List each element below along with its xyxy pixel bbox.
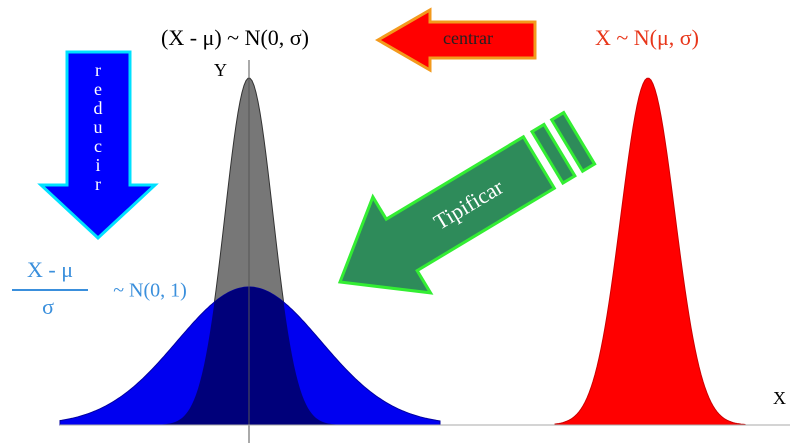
reduce-letter: u [94, 117, 103, 137]
arrow-stripe [549, 110, 597, 174]
standardize-arrow-group: Tipificar [337, 110, 597, 295]
top-label: (X - μ) ~ N(0, σ) [161, 25, 309, 50]
reduce-arrow [37, 50, 159, 241]
curves [59, 77, 746, 426]
fraction-numerator: X - μ [27, 257, 73, 282]
x-axis-label: X [773, 388, 786, 408]
original-curve [554, 77, 746, 426]
reduce-letter: c [94, 136, 102, 156]
center-arrow [374, 7, 537, 73]
reduce-letter: r [95, 174, 101, 194]
fraction-denominator: σ [42, 294, 54, 319]
arrow-stripe [529, 122, 577, 186]
center-arrow-label: centrar [443, 28, 493, 48]
y-axis-label: Y [214, 60, 227, 80]
reduce-letter: r [95, 60, 101, 80]
standard-distribution-label: ~ N(0, 1) [113, 280, 187, 302]
original-label: X ~ N(μ, σ) [595, 25, 699, 50]
standardize-arrow [337, 134, 557, 295]
reduce-letter: d [94, 98, 103, 118]
reduce-letter: e [94, 79, 102, 99]
reduce-letter: i [95, 155, 100, 175]
